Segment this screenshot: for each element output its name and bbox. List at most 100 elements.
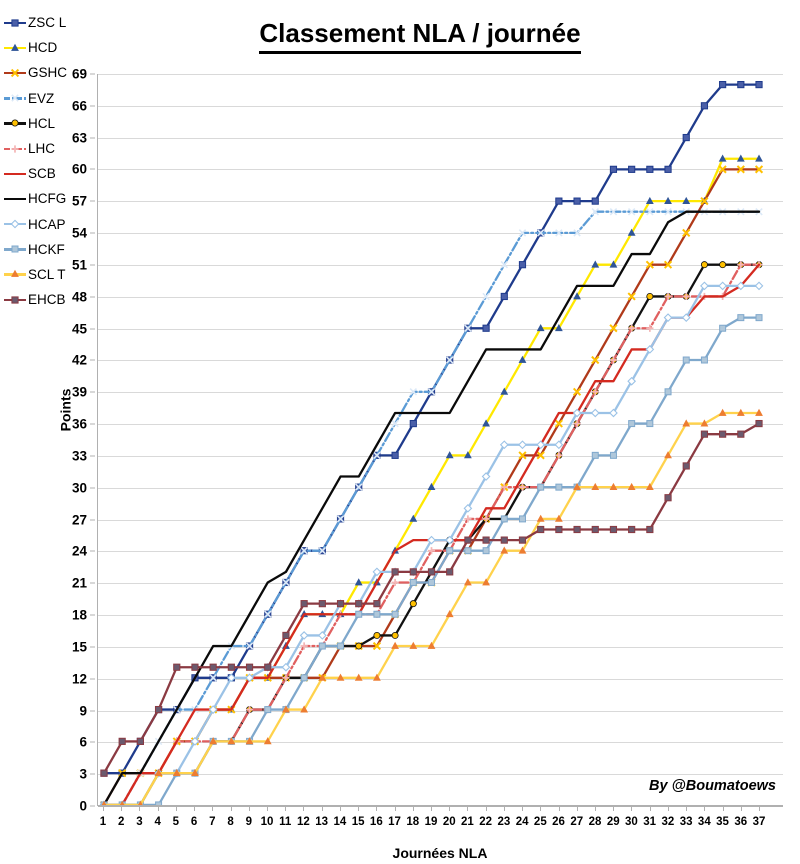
gridline <box>98 646 783 648</box>
legend-label: HCKF <box>28 241 65 257</box>
data-point-marker <box>337 642 345 650</box>
data-point-marker <box>518 261 527 269</box>
data-point-marker <box>373 610 381 618</box>
data-point-marker <box>300 642 308 650</box>
series-hcd <box>101 154 763 805</box>
data-point-marker <box>409 578 417 586</box>
data-point-marker <box>481 472 491 481</box>
legend-item-hcd[interactable]: HCD <box>4 35 90 60</box>
legend-item-hckf[interactable]: HCKF <box>4 237 90 262</box>
data-point-marker <box>700 430 709 438</box>
data-point-marker <box>573 292 581 300</box>
legend-item-hcl[interactable]: HCL <box>4 111 90 136</box>
data-point-marker <box>464 536 472 544</box>
y-tick-label: 18 <box>71 607 87 623</box>
y-tick-mark <box>90 168 95 170</box>
y-tick-mark <box>90 646 95 648</box>
data-point-marker <box>318 600 326 608</box>
x-tick-mark <box>303 806 305 811</box>
data-point-marker <box>264 663 272 671</box>
data-point-marker <box>700 102 709 110</box>
data-point-marker <box>391 451 399 459</box>
data-point-marker <box>427 547 436 555</box>
data-point-marker <box>482 547 490 555</box>
data-point-marker <box>500 387 509 395</box>
x-tick-label: 10 <box>260 816 274 828</box>
data-point-marker <box>682 228 691 237</box>
legend-swatch-icon <box>4 217 26 231</box>
legend-label: ZSC L <box>28 15 67 31</box>
legend-item-ehcb[interactable]: EHCB <box>4 287 90 312</box>
data-point-marker <box>500 292 508 301</box>
legend-item-evz[interactable]: EVZ <box>4 86 90 111</box>
data-point-marker <box>609 207 618 216</box>
data-point-marker <box>427 568 436 576</box>
legend-label: EHCB <box>28 292 66 308</box>
data-point-marker <box>536 514 545 522</box>
legend-item-scl-t[interactable]: SCL T <box>4 262 90 287</box>
x-tick-label: 15 <box>351 816 365 828</box>
data-point-marker <box>354 673 363 681</box>
data-point-marker <box>226 673 236 683</box>
data-point-marker <box>628 165 636 173</box>
x-tick-label: 3 <box>136 816 143 828</box>
y-tick-label: 51 <box>71 257 87 273</box>
legend-item-lhc[interactable]: LHC <box>4 136 90 161</box>
data-point-marker <box>464 547 472 555</box>
x-tick-label: 17 <box>388 816 401 828</box>
data-point-marker <box>609 408 618 418</box>
data-point-marker <box>682 356 690 364</box>
data-point-marker <box>719 261 727 269</box>
data-point-marker <box>609 165 618 173</box>
legend-item-hcap[interactable]: HCAP <box>4 212 90 237</box>
data-point-marker <box>628 420 636 428</box>
y-tick-mark <box>90 519 95 521</box>
data-point-marker <box>591 260 600 268</box>
legend-swatch-icon <box>4 242 26 256</box>
data-point-marker <box>736 154 745 162</box>
data-point-marker <box>682 419 691 427</box>
x-tick-label: 33 <box>679 816 693 828</box>
legend-item-zsc-l[interactable]: ZSC L <box>4 10 90 35</box>
data-point-marker <box>245 642 254 650</box>
data-point-marker <box>136 737 144 745</box>
data-point-marker <box>536 324 545 332</box>
data-point-marker <box>609 260 618 268</box>
data-point-marker <box>155 801 163 805</box>
data-point-marker <box>300 674 308 682</box>
data-point-marker <box>573 229 581 237</box>
x-tick-label: 25 <box>533 816 547 828</box>
x-tick-label: 19 <box>424 816 438 828</box>
data-point-marker <box>373 673 381 681</box>
data-point-marker <box>245 663 254 671</box>
legend-item-gshc[interactable]: GSHC <box>4 60 90 85</box>
legend-item-hcfg[interactable]: HCFG <box>4 186 90 211</box>
legend-item-scb[interactable]: SCB <box>4 161 90 186</box>
data-point-marker <box>336 600 345 608</box>
data-point-marker <box>154 768 163 777</box>
gridline <box>98 137 783 139</box>
data-point-marker <box>245 737 254 745</box>
data-point-marker <box>300 546 308 555</box>
x-tick-mark <box>722 806 724 811</box>
page-title-text: Classement NLA / journée <box>259 18 581 54</box>
data-point-marker <box>591 451 599 459</box>
data-point-marker <box>500 260 509 269</box>
y-tick-mark <box>90 678 95 680</box>
x-tick-mark <box>339 806 341 811</box>
data-point-marker <box>718 281 728 291</box>
data-point-marker <box>591 388 599 396</box>
x-tick-label: 30 <box>625 816 638 828</box>
data-point-marker <box>11 119 19 127</box>
data-point-marker <box>317 631 327 640</box>
data-point-marker <box>391 610 399 618</box>
y-tick-label: 57 <box>71 193 87 209</box>
x-tick-label: 5 <box>172 816 180 828</box>
data-point-marker <box>627 228 636 236</box>
data-point-marker <box>573 197 581 205</box>
data-point-marker <box>645 196 654 205</box>
y-tick-mark <box>90 487 95 489</box>
gridline <box>98 487 783 489</box>
x-tick-label: 14 <box>333 816 347 828</box>
